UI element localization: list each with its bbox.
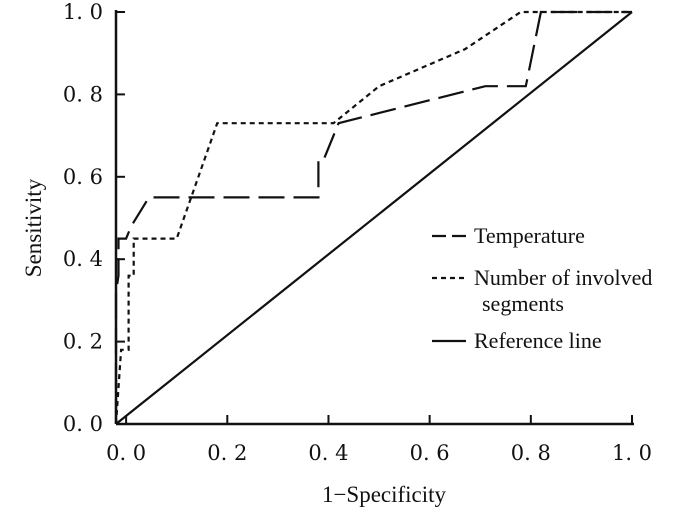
series-line-temperature	[114, 10, 632, 424]
x-tick-label: 0. 8	[511, 441, 551, 465]
y-tick-label: 1. 0	[63, 0, 103, 24]
y-tick-label: 0. 0	[63, 412, 103, 436]
x-tick-label: 1. 0	[612, 441, 652, 465]
y-axis-title: Sensitivity	[21, 178, 46, 277]
x-tick-label: 0. 2	[207, 441, 247, 465]
series-lines	[114, 10, 633, 425]
legend-label-number-of-involved-segments-line1: Number of involved	[474, 265, 652, 290]
series-line-number-of-involved-segments	[114, 10, 632, 425]
y-tick-label: 0. 8	[63, 82, 103, 106]
legend-label-number-of-involved-segments-line2: segments	[482, 291, 564, 316]
legend-label-temperature: Temperature	[474, 223, 585, 248]
legend: Temperature Number of involved segments …	[432, 223, 652, 353]
y-tick-label: 0. 6	[63, 165, 103, 189]
x-axis-title: 1−Specificity	[322, 482, 447, 507]
axes	[114, 10, 634, 426]
legend-label-reference-line: Reference line	[474, 328, 602, 353]
ticks: 0. 0 0. 2 0. 4 0. 6 0. 8 1. 0 0. 0 0. 2 0. 4 0. 6…	[63, 0, 652, 465]
y-tick-label: 0. 4	[63, 247, 103, 271]
series-line-reference-line	[115, 11, 633, 425]
x-tick-label: 0. 4	[308, 441, 348, 465]
x-tick-label: 0. 0	[106, 441, 146, 465]
y-tick-label: 0. 2	[63, 330, 103, 354]
x-tick-label: 0. 6	[410, 441, 450, 465]
